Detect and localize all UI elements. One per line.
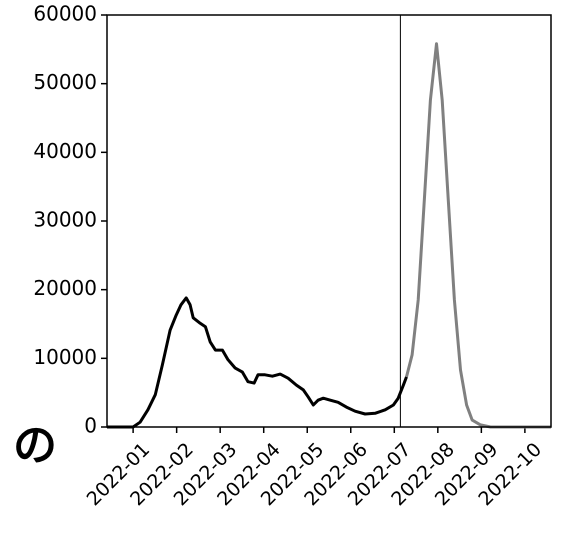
y-tick-label: 40000 bbox=[33, 139, 97, 163]
data-line bbox=[405, 42, 551, 429]
y-tick-label: 0 bbox=[84, 414, 97, 438]
y-tick-label: 20000 bbox=[33, 276, 97, 300]
annotation: の bbox=[13, 420, 57, 471]
plot-frame bbox=[106, 14, 552, 428]
data-line bbox=[107, 296, 408, 429]
y-tick-label: 60000 bbox=[33, 2, 97, 26]
y-tick-label: 50000 bbox=[33, 70, 97, 94]
y-tick-label: 10000 bbox=[33, 345, 97, 369]
y-tick-label: 30000 bbox=[33, 208, 97, 232]
